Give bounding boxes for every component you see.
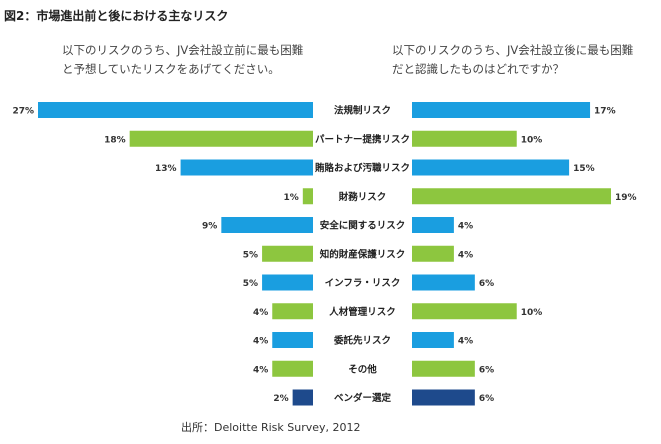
right-bar [412, 389, 475, 406]
category-label: ベンダー選定 [334, 392, 392, 404]
right-bar [412, 274, 475, 291]
right-question: 以下のリスクのうち、JV会社設立後に最も困難だと認識したものはどれですか？ [392, 43, 634, 76]
left-bar [272, 303, 313, 320]
category-label: 賄賂および汚職リスク [314, 162, 410, 174]
left-bar [272, 360, 313, 377]
right-value-label: 15% [573, 164, 595, 174]
left-value-label: 5% [243, 250, 258, 260]
category-label: 法規制リスク [334, 105, 391, 117]
left-value-label: 5% [243, 279, 258, 289]
left-value-label: 4% [253, 365, 268, 375]
source-note: 出所：Deloitte Risk Survey, 2012 [181, 421, 361, 434]
right-value-label: 10% [521, 135, 543, 145]
figure-title: 図2：市場進出前と後における主なリスク [4, 9, 229, 23]
right-bar [412, 332, 454, 348]
right-value-label: 10% [521, 308, 543, 318]
right-value-label: 19% [615, 193, 637, 203]
right-bar [412, 159, 570, 176]
category-label: 安全に関するリスク [320, 220, 406, 232]
left-question: 以下のリスクのうち、JV会社設立前に最も困難と予想していたリスクをあげてください… [62, 43, 304, 76]
left-bar [302, 188, 313, 205]
right-value-label: 6% [479, 279, 494, 289]
right-value-label: 4% [458, 337, 473, 347]
right-value-label: 6% [479, 394, 494, 404]
left-bar [262, 245, 313, 262]
left-value-label: 2% [273, 394, 288, 404]
left-bar [272, 332, 313, 348]
left-bar [221, 217, 313, 233]
left-value-label: 9% [202, 222, 217, 232]
category-label: 人材管理リスク [329, 306, 396, 318]
right-value-label: 4% [458, 250, 473, 260]
right-bar [412, 303, 517, 320]
left-bar [262, 274, 313, 291]
category-label: 知的財産保護リスク [319, 248, 406, 260]
left-value-label: 18% [104, 135, 126, 145]
left-value-label: 4% [253, 337, 268, 347]
category-label: 財務リスク [338, 191, 387, 203]
left-bar [129, 130, 313, 147]
right-bar [412, 102, 591, 118]
right-bar [412, 360, 475, 377]
right-bar [412, 217, 454, 233]
left-value-label: 1% [284, 193, 299, 203]
left-value-label: 13% [155, 164, 177, 174]
category-label: パートナー提携リスク [315, 133, 410, 145]
right-value-label: 17% [594, 107, 616, 117]
left-bar [292, 389, 313, 406]
right-bar [412, 245, 454, 262]
left-value-label: 4% [253, 308, 268, 318]
left-bar [38, 102, 313, 118]
right-value-label: 6% [479, 365, 494, 375]
right-bar [412, 188, 611, 205]
category-label: その他 [348, 363, 377, 375]
left-value-label: 27% [12, 107, 34, 117]
category-label: インフラ・リスク [325, 278, 401, 289]
category-label: 委託先リスク [333, 335, 391, 347]
right-bar [412, 130, 517, 147]
left-bar [180, 159, 313, 176]
right-value-label: 4% [458, 222, 473, 232]
